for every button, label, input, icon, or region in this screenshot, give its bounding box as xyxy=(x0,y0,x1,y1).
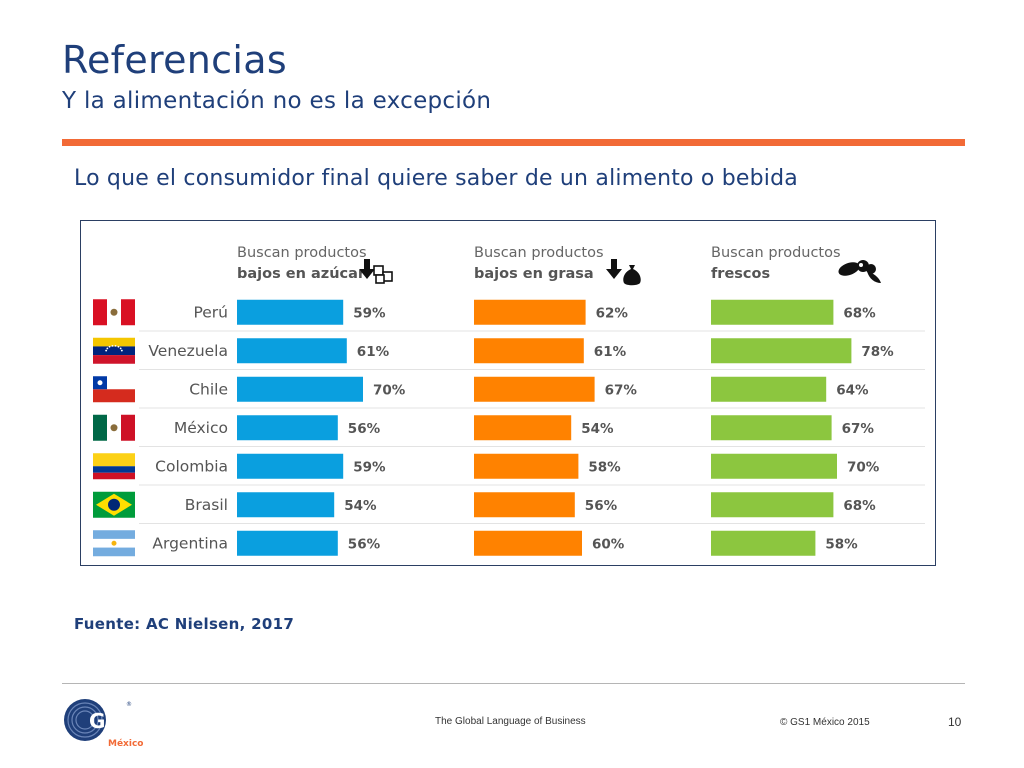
chile-flag-icon xyxy=(93,376,135,403)
bar xyxy=(474,338,584,364)
page-number: 10 xyxy=(948,715,962,729)
bar-value-label: 68% xyxy=(843,498,876,514)
bar-value-label: 58% xyxy=(825,536,858,552)
bar-value-label: 67% xyxy=(842,421,875,437)
bar-value-label: 78% xyxy=(861,344,894,360)
bar xyxy=(237,530,338,556)
series-header-line1: Buscan productos xyxy=(711,245,841,261)
bar xyxy=(474,376,595,402)
bar xyxy=(474,492,575,518)
fresh-fruit-icon xyxy=(838,260,881,283)
bar-value-label: 62% xyxy=(596,305,629,321)
bar xyxy=(237,453,344,479)
bar-chart: Buscan productos bajos en azúcar Buscan pr… xyxy=(93,245,925,557)
bar-value-label: 56% xyxy=(348,421,381,437)
bar xyxy=(237,376,363,402)
copyright: © GS1 México 2015 xyxy=(780,717,870,728)
bar xyxy=(237,338,347,364)
series-header-line2: frescos xyxy=(711,266,770,282)
gs1-logo: GS1 ® México xyxy=(60,698,160,754)
bar-value-label: 58% xyxy=(588,459,621,475)
colombia-flag-icon xyxy=(93,453,135,480)
category-label: Colombia xyxy=(155,457,228,475)
series-header-line2: bajos en azúcar xyxy=(237,266,366,282)
bar-value-label: 54% xyxy=(344,498,377,514)
bar-value-label: 70% xyxy=(847,459,880,475)
bar-value-label: 56% xyxy=(348,536,381,552)
bar xyxy=(474,453,579,479)
brazil-flag-icon xyxy=(93,491,135,518)
page-subtitle: Y la alimentación no es la excepción xyxy=(62,88,492,114)
bar-value-label: 59% xyxy=(353,459,386,475)
bar xyxy=(711,299,834,325)
category-label: Chile xyxy=(189,380,228,398)
bar-value-label: 61% xyxy=(594,344,627,360)
bar-value-label: 64% xyxy=(836,382,869,398)
argentina-flag-icon xyxy=(93,530,135,557)
bar xyxy=(711,415,832,441)
tagline: The Global Language of Business xyxy=(435,716,586,727)
category-label: Brasil xyxy=(185,496,228,514)
page-title: Referencias xyxy=(62,38,287,82)
bar xyxy=(711,530,816,556)
bar-value-label: 68% xyxy=(843,305,876,321)
bar-value-label: 67% xyxy=(605,382,638,398)
bar-value-label: 56% xyxy=(585,498,618,514)
bar xyxy=(237,299,344,325)
bar-value-label: 61% xyxy=(357,344,390,360)
footer-divider xyxy=(62,683,965,684)
bar-value-label: 60% xyxy=(592,536,625,552)
bar xyxy=(474,415,572,441)
category-label: Argentina xyxy=(152,534,228,552)
gs1-logo-text: GS1 xyxy=(89,709,134,733)
bar xyxy=(711,492,834,518)
mexico-flag-icon xyxy=(93,414,135,441)
section-heading: Lo que el consumidor final quiere saber … xyxy=(74,166,798,191)
gs1-logo-country: México xyxy=(108,738,143,749)
bar xyxy=(711,376,827,402)
sugar-cubes-icon xyxy=(359,259,393,284)
bar xyxy=(711,338,852,364)
bar xyxy=(237,492,335,518)
orange-divider xyxy=(62,139,965,146)
bar xyxy=(474,299,586,325)
category-label: Perú xyxy=(193,303,228,321)
source-note: Fuente: AC Nielsen, 2017 xyxy=(74,615,295,633)
series-header-line2: bajos en grasa xyxy=(474,266,594,282)
svg-text:®: ® xyxy=(126,701,132,708)
series-header-line1: Buscan productos xyxy=(474,245,604,261)
category-label: México xyxy=(174,419,228,437)
peru-flag-icon xyxy=(93,299,135,326)
bar-value-label: 54% xyxy=(581,421,614,437)
bar xyxy=(237,415,338,441)
bar-value-label: 70% xyxy=(373,382,406,398)
venezuela-flag-icon xyxy=(93,337,135,364)
bar xyxy=(474,530,582,556)
bar xyxy=(711,453,837,479)
category-label: Venezuela xyxy=(148,342,228,360)
fat-bag-icon xyxy=(606,259,641,286)
chart-frame: Buscan productos bajos en azúcar Buscan pr… xyxy=(80,220,936,566)
gs1-logo-icon: GS1 ® México xyxy=(64,699,143,749)
bar-value-label: 59% xyxy=(353,305,386,321)
series-header-line1: Buscan productos xyxy=(237,245,367,261)
